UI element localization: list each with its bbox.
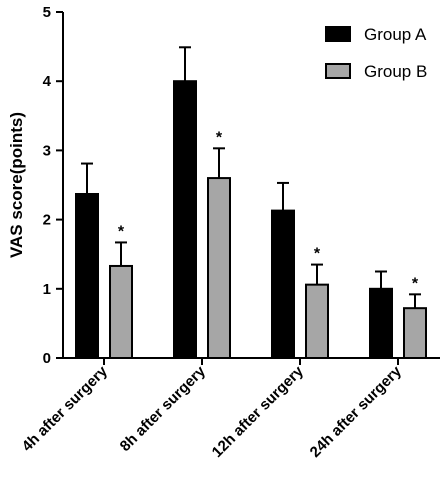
- bar-group-a: [271, 209, 295, 359]
- bar-group-a: [173, 80, 197, 359]
- bar-group-b: [109, 264, 133, 359]
- legend-swatch-group-b: [325, 63, 351, 79]
- y-ticks-layer: 0 1 2 3 4 5: [43, 4, 63, 367]
- axes-layer: [62, 12, 440, 359]
- legend: Group A Group B: [325, 25, 427, 81]
- bar-group-b: [305, 283, 329, 360]
- bar-group-a: [75, 192, 99, 359]
- x-category-label: 8h after surgery: [117, 362, 210, 455]
- legend-swatch-group-a: [325, 26, 351, 42]
- significance-star: *: [118, 223, 125, 240]
- significance-star: *: [216, 129, 223, 146]
- x-category-label: 4h after surgery: [19, 362, 112, 455]
- y-tick-label: 2: [43, 212, 51, 229]
- y-tick-label: 1: [43, 281, 51, 298]
- y-tick-label: 3: [43, 142, 51, 159]
- bars-layer: * * * *: [75, 46, 427, 360]
- legend-label-group-a: Group A: [364, 25, 427, 44]
- significance-star: *: [314, 246, 321, 263]
- x-ticks-layer: 4h after surgery 8h after surgery 12h afte…: [19, 358, 406, 461]
- legend-label-group-b: Group B: [364, 62, 427, 81]
- bar-group-a: [369, 287, 393, 359]
- significance-star: *: [412, 275, 419, 292]
- x-category-label: 12h after surgery: [209, 362, 308, 461]
- bar-group-b: [207, 177, 231, 359]
- y-axis-label: VAS score(points): [7, 112, 26, 258]
- y-tick-label: 0: [43, 350, 51, 367]
- y-tick-label: 4: [43, 73, 52, 90]
- y-tick-label: 5: [43, 4, 51, 21]
- x-category-label: 24h after surgery: [307, 362, 406, 461]
- bar-group-b: [403, 307, 427, 359]
